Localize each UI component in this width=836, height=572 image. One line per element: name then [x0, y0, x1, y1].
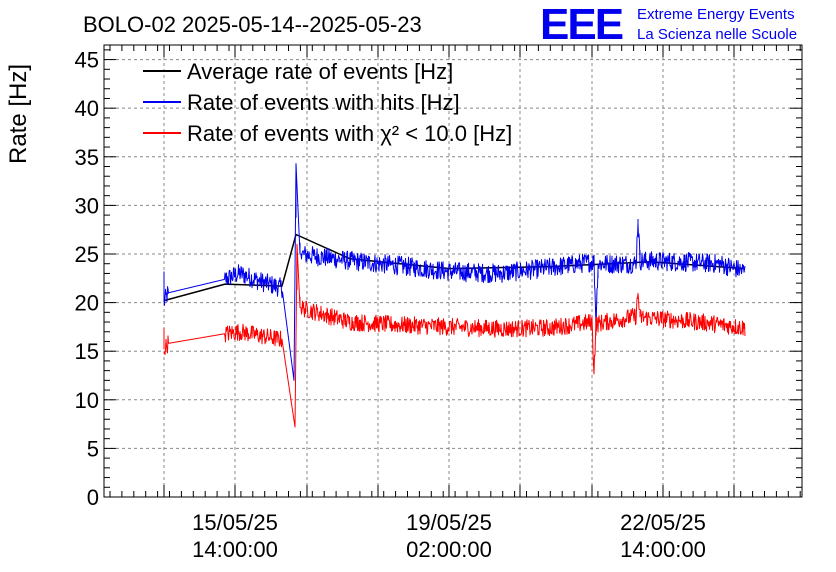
y-tick-label: 30 [75, 193, 99, 218]
legend-label-hits: Rate of events with hits [Hz] [187, 90, 460, 115]
legend-label-chi2: Rate of events with χ² < 10.0 [Hz] [187, 121, 512, 146]
eee-logo-letters: EEE [540, 0, 623, 49]
logo-line-2: La Scienza nelle Scuole [637, 26, 797, 43]
y-tick-label: 5 [87, 436, 99, 461]
logo-line-1: Extreme Energy Events [637, 6, 795, 23]
y-tick-label: 15 [75, 339, 99, 364]
y-axis: 0 5 10 15 20 25 30 35 40 45 [75, 48, 802, 510]
x-tick-label-time: 14:00:00 [620, 537, 706, 562]
eee-logo: EEE Extreme Energy Events La Scienza nel… [540, 0, 797, 49]
y-tick-label: 0 [87, 485, 99, 510]
series-lines [163, 163, 746, 428]
plot-frame [103, 44, 803, 498]
y-tick-label: 25 [75, 242, 99, 267]
legend-label-average: Average rate of events [Hz] [187, 59, 453, 84]
y-tick-label: 20 [75, 291, 99, 316]
chart-title: BOLO-02 2025-05-14--2025-05-23 [83, 12, 422, 37]
x-tick-label-time: 14:00:00 [192, 537, 278, 562]
grid-lines [104, 45, 802, 497]
series-line-1 [163, 163, 746, 381]
x-tick-label-time: 02:00:00 [406, 537, 492, 562]
y-tick-label: 40 [75, 96, 99, 121]
y-tick-label: 35 [75, 145, 99, 170]
x-tick-label-date: 15/05/25 [192, 510, 278, 535]
x-tick-label-date: 22/05/25 [620, 510, 706, 535]
y-axis-label: Rate [Hz] [5, 64, 32, 164]
y-tick-label: 45 [75, 48, 99, 73]
y-tick-label: 10 [75, 388, 99, 413]
x-axis: 15/05/2514:00:0019/05/2502:00:0022/05/25… [109, 45, 801, 562]
x-tick-label-date: 19/05/25 [406, 510, 492, 535]
legend: Average rate of events [Hz] Rate of even… [143, 59, 512, 146]
